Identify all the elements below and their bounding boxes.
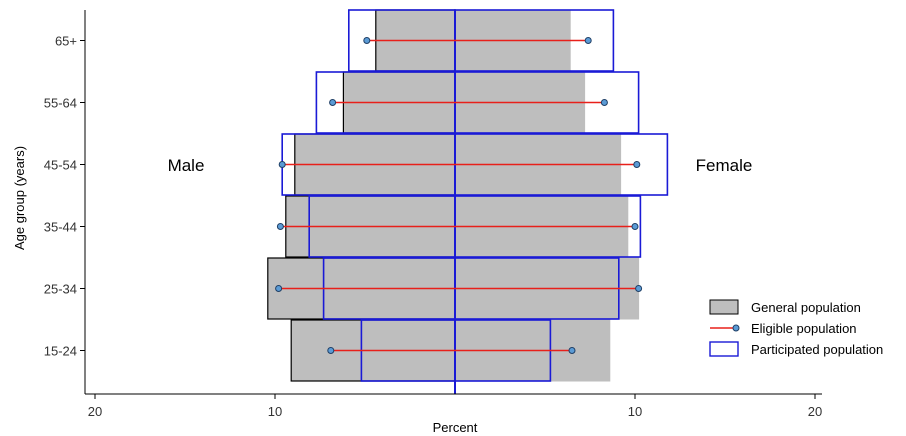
legend-swatch-participated [709,341,739,357]
eligible-point-female-25-34 [635,285,643,292]
x-tick-label-2: 10 [628,404,642,419]
x-tick-label-1: 10 [268,404,282,419]
eligible-point-female-65+ [584,37,592,44]
female-side-label: Female [696,156,753,175]
x-tick-label-0: 20 [88,404,102,419]
eligible-point-female-35-44 [631,223,639,230]
y-tick-label-45-54: 45-54 [44,158,77,173]
legend-swatch-general [709,299,739,315]
y-tick-label-65+: 65+ [55,34,77,49]
y-axis-title: Age group (years) [12,146,27,250]
eligible-point-male-35-44 [276,223,284,230]
y-tick-label-25-34: 25-34 [44,282,77,297]
legend-swatch-eligible-point [732,324,740,332]
eligible-point-male-55-64 [329,99,337,106]
eligible-point-male-25-34 [275,285,283,292]
eligible-point-male-15-24 [327,347,335,354]
x-axis-title: Percent [433,420,478,435]
male-side-label: Male [168,156,205,175]
eligible-point-female-45-54 [633,161,641,168]
y-tick-label-15-24: 15-24 [44,344,77,359]
axes: 15-24 25-34 35-44 45-54 55-64 65+ 20 10 10 20 [44,10,822,419]
legend: General population Eligible population Par… [709,299,883,357]
eligible-point-male-65+ [363,37,371,44]
legend-label-0: General population [751,300,861,315]
legend-label-1: Eligible population [751,321,857,336]
x-tick-label-3: 20 [808,404,822,419]
legend-label-2: Participated population [751,342,883,357]
y-tick-label-35-44: 35-44 [44,220,77,235]
plot-area [267,9,669,394]
eligible-point-male-45-54 [278,161,286,168]
eligible-point-female-55-64 [600,99,608,106]
y-tick-label-55-64: 55-64 [44,96,77,111]
eligible-point-female-15-24 [568,347,576,354]
